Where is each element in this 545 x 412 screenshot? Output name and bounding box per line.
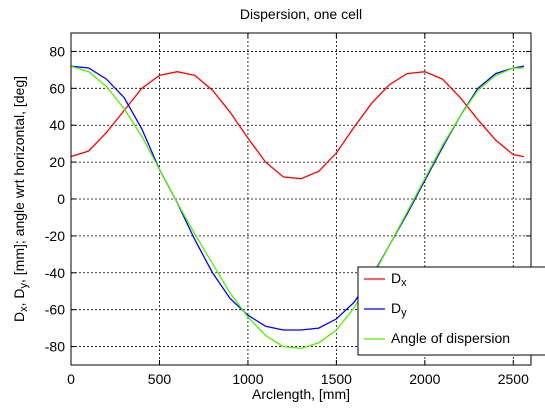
y-tick-label: -40 <box>45 265 65 281</box>
y-axis-label-subscript: x <box>18 306 30 312</box>
y-tick-label: 60 <box>49 80 65 96</box>
y-axis-label-subscript: y <box>18 282 30 288</box>
y-axis-label-part: , [mm]; angle wrt horizontal, [deg] <box>11 76 27 283</box>
legend-box <box>357 266 545 356</box>
y-tick-label: 0 <box>57 191 65 207</box>
legend-label-main: Angle of dispersion <box>391 330 510 346</box>
x-tick-label: 1000 <box>232 371 263 387</box>
legend-label-main: D <box>391 270 401 286</box>
chart-title: Dispersion, one cell <box>240 6 362 22</box>
legend-label-subscript: x <box>401 277 407 289</box>
y-tick-label: -60 <box>45 302 65 318</box>
legend-label-dy: Dy <box>391 300 407 319</box>
x-tick-label: 1500 <box>321 371 352 387</box>
y-axis-label: Dx, Dy, [mm]; angle wrt horizontal, [deg… <box>11 76 30 322</box>
y-tick-label: 20 <box>49 154 65 170</box>
y-tick-label: -80 <box>45 339 65 355</box>
series-line-angle <box>70 65 524 350</box>
y-axis-label-part: , D <box>11 288 27 306</box>
y-tick-label: 80 <box>49 43 65 59</box>
legend-label-main: D <box>391 300 401 316</box>
x-tick-label: 2000 <box>409 371 440 387</box>
tick-layer: 0 500 1000 1500 2000 2500 80 60 40 20 0 -20 -40 -60 -8… <box>45 33 531 387</box>
x-axis-label: Arclength, [mm] <box>252 386 350 402</box>
y-tick-label: 40 <box>49 117 65 133</box>
y-axis-label-part: D <box>11 312 27 322</box>
series-layer <box>70 65 525 350</box>
legend-label-subscript: y <box>401 307 407 319</box>
x-tick-label: 2500 <box>498 371 529 387</box>
x-tick-label: 500 <box>148 371 172 387</box>
y-tick-label: -20 <box>45 228 65 244</box>
legend-label-angle: Angle of dispersion <box>391 330 510 346</box>
legend-label-dx: Dx <box>391 270 407 289</box>
series-line-dx <box>70 71 525 180</box>
x-tick-label: 0 <box>67 371 75 387</box>
